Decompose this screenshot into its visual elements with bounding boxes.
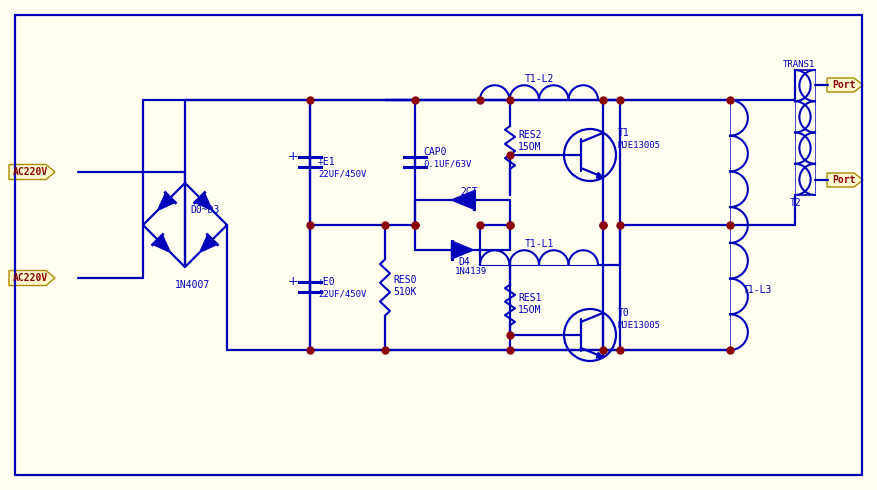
Polygon shape [596,352,603,358]
Text: 15OM: 15OM [518,142,541,152]
Polygon shape [827,78,863,92]
Text: Port: Port [832,175,856,185]
Text: 1N4139: 1N4139 [455,268,488,276]
Text: +: + [288,150,298,163]
Polygon shape [452,191,474,209]
Text: T1-L2: T1-L2 [524,74,553,84]
Text: T1-L1: T1-L1 [524,239,553,249]
Polygon shape [153,235,170,252]
Text: +E0: +E0 [318,277,336,287]
Text: RES1: RES1 [518,293,541,303]
Text: MJE13005: MJE13005 [618,320,661,329]
Text: T1-L3: T1-L3 [743,285,773,295]
Text: 15OM: 15OM [518,305,541,315]
Text: D0~D3: D0~D3 [190,205,219,215]
Text: +: + [288,275,298,288]
Polygon shape [158,193,175,210]
Text: AC220V: AC220V [12,273,47,283]
Text: TRANS1: TRANS1 [783,60,816,70]
Text: 1N4007: 1N4007 [175,280,210,290]
Text: RES2: RES2 [518,130,541,140]
Text: T0: T0 [618,308,630,318]
Polygon shape [827,173,863,187]
Text: T2: T2 [790,198,802,208]
Text: AC220V: AC220V [12,167,47,177]
Polygon shape [452,241,474,259]
Text: 22UF/450V: 22UF/450V [318,170,367,178]
Polygon shape [596,172,603,178]
Text: RES0: RES0 [393,275,417,285]
Polygon shape [195,193,212,210]
Text: 0.1UF/63V: 0.1UF/63V [423,160,471,169]
Text: MJE13005: MJE13005 [618,141,661,149]
Polygon shape [200,235,217,252]
Polygon shape [9,165,55,179]
Text: +E1: +E1 [318,157,336,167]
Text: 510K: 510K [393,287,417,297]
Text: 22UF/450V: 22UF/450V [318,290,367,298]
Text: 2CT: 2CT [460,187,478,197]
Text: T1: T1 [618,128,630,138]
Text: D4: D4 [458,257,470,267]
Text: CAP0: CAP0 [423,147,446,157]
Polygon shape [9,270,55,286]
Text: Port: Port [832,80,856,90]
